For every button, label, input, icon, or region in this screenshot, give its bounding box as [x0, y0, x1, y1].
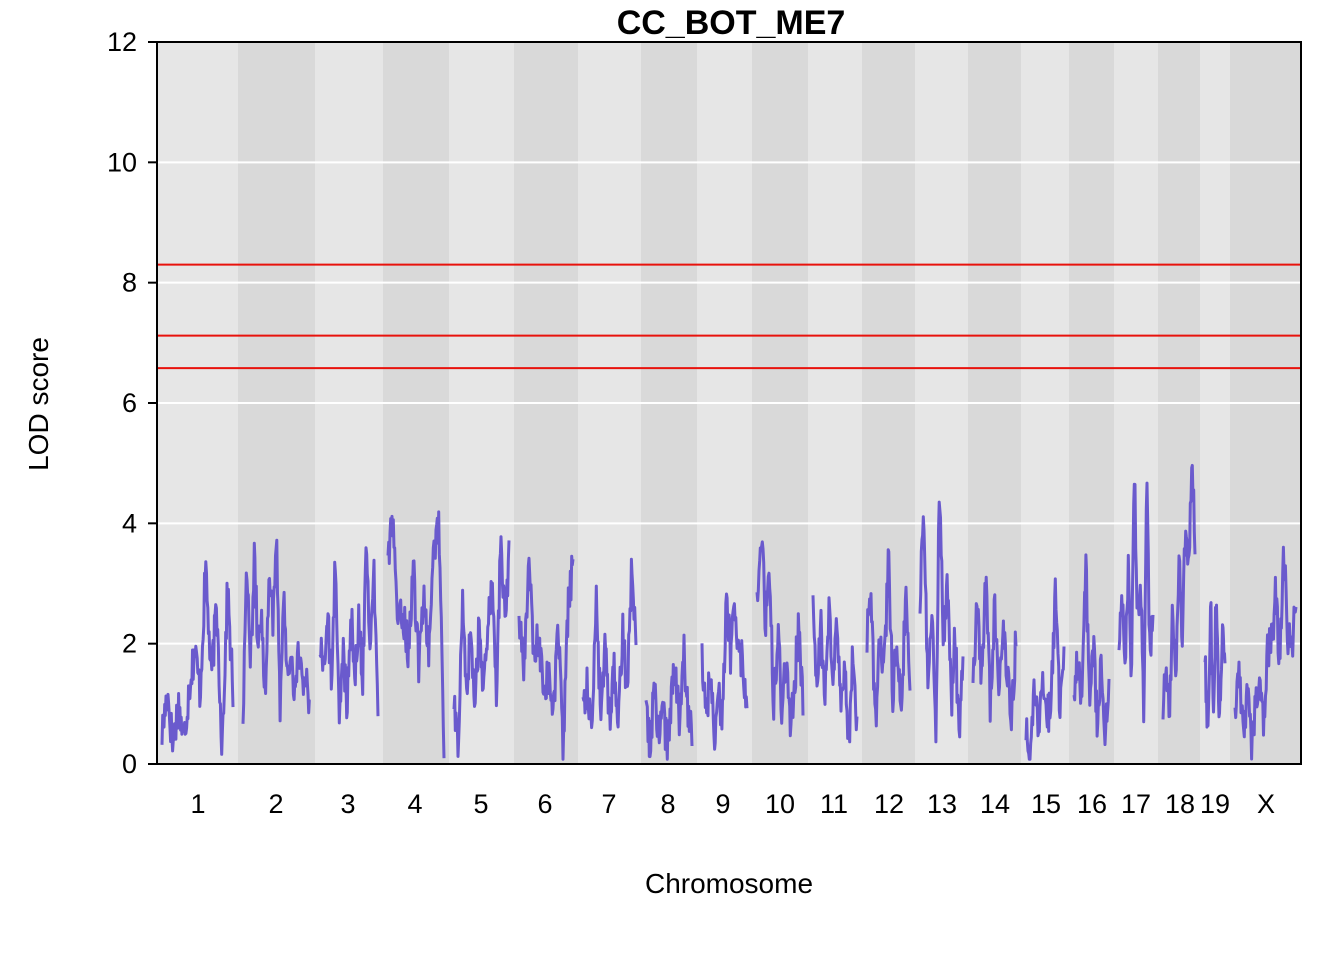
- x-axis-label: Chromosome: [645, 868, 813, 899]
- x-tick-label: 15: [1031, 789, 1061, 819]
- x-tick-label: 17: [1121, 789, 1151, 819]
- y-axis-label: LOD score: [23, 337, 54, 471]
- x-tick-label: 16: [1077, 789, 1107, 819]
- x-tick-label: 5: [473, 789, 488, 819]
- x-tick-label: 9: [715, 789, 730, 819]
- x-tick-label: 7: [601, 789, 616, 819]
- x-tick-label: 13: [927, 789, 957, 819]
- y-tick-label: 10: [107, 147, 137, 177]
- x-tick-label: 6: [537, 789, 552, 819]
- y-tick-label: 12: [107, 27, 137, 57]
- x-tick-label: 19: [1200, 789, 1230, 819]
- y-tick-label: 0: [122, 749, 137, 779]
- x-tick-label: 11: [820, 789, 848, 819]
- x-tick-label: 18: [1165, 789, 1195, 819]
- lod-line-chr-1: [160, 560, 235, 756]
- lod-series: [160, 463, 1298, 761]
- lod-line-chr-8: [644, 633, 694, 761]
- x-tick-label: 3: [340, 789, 355, 819]
- x-tick-label: 1: [190, 789, 205, 819]
- lod-line-chr-X: [1233, 545, 1298, 761]
- lod-line-chr-13: [918, 500, 965, 744]
- y-tick-label: 4: [122, 508, 137, 538]
- lod-line-chr-10: [755, 540, 805, 738]
- x-tick-label: X: [1257, 789, 1275, 819]
- lod-line-chr-2: [241, 538, 311, 724]
- lod-line-chr-16: [1072, 553, 1111, 746]
- y-axis: 0 2 4 6 8 10 12: [107, 27, 157, 779]
- lod-line-chr-7: [581, 557, 638, 731]
- lod-line-chr-19: [1203, 601, 1227, 729]
- chart-title: CC_BOT_ME7: [617, 4, 846, 42]
- significance-thresholds: [157, 263, 1301, 370]
- lod-line-chr-3: [318, 546, 380, 725]
- lod-line-chr-14: [971, 575, 1018, 732]
- x-tick-label: 10: [765, 789, 795, 819]
- y-tick-label: 8: [122, 268, 137, 298]
- lod-line-chr-6: [517, 554, 575, 761]
- x-tick-label: 2: [268, 789, 283, 819]
- x-tick-label: 4: [407, 789, 422, 819]
- y-tick-label: 2: [122, 629, 137, 659]
- lod-line-chr-17: [1117, 481, 1155, 724]
- lod-line-chr-18: [1161, 463, 1197, 720]
- x-axis: 1 2 3 4 5 6 7 8 9 10 11 12 13 14 15 16 17 18 19 X: [190, 789, 1275, 819]
- y-tick-label: 6: [122, 388, 137, 418]
- lod-line-chr-11: [811, 595, 859, 744]
- lod-line-chr-5: [452, 535, 511, 758]
- lod-line-chr-12: [865, 548, 912, 728]
- x-tick-label: 14: [980, 789, 1010, 819]
- x-tick-label: 8: [660, 789, 675, 819]
- lod-line-chr-9: [700, 592, 749, 751]
- lod-line-chr-15: [1024, 577, 1066, 761]
- x-tick-label: 12: [874, 789, 904, 819]
- lod-line-chr-4: [386, 510, 446, 759]
